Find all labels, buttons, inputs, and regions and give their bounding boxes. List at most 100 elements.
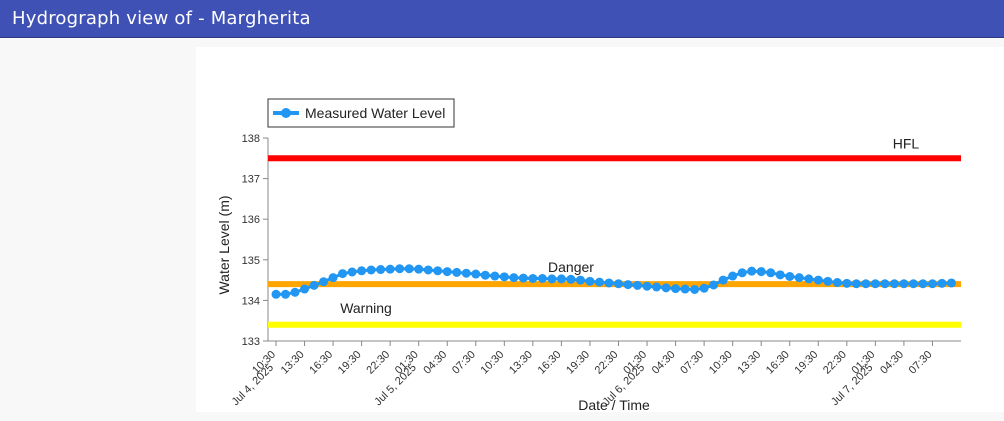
data-point	[652, 282, 662, 292]
threshold-danger-label: Danger	[548, 259, 594, 275]
data-point	[509, 273, 519, 283]
y-tick-label: 134	[242, 295, 260, 307]
data-point	[366, 265, 376, 275]
data-point	[832, 278, 842, 288]
data-point	[461, 268, 471, 278]
y-axis-label: Water Level (m)	[216, 195, 232, 294]
data-point	[747, 266, 757, 276]
data-point	[575, 275, 585, 285]
data-point	[823, 276, 833, 286]
x-axis-label: Date / Time	[578, 397, 650, 412]
data-point	[490, 271, 500, 281]
data-point	[880, 279, 890, 289]
data-point	[566, 274, 576, 284]
data-point	[946, 278, 956, 288]
x-tick-label: 04:30	[650, 349, 678, 377]
page-title: Hydrograph view of - Margherita	[12, 8, 311, 29]
x-tick-label: 07:30	[907, 349, 935, 377]
data-point	[290, 287, 300, 297]
data-point	[908, 279, 918, 289]
data-point	[918, 279, 928, 289]
data-point	[623, 280, 633, 290]
x-tick-label: 13:30	[507, 349, 535, 377]
y-tick-label: 137	[242, 174, 260, 186]
x-tick-label: 16:30	[307, 349, 335, 377]
data-point	[499, 272, 509, 282]
data-point	[899, 279, 909, 289]
data-point	[861, 279, 871, 289]
data-point	[300, 284, 310, 294]
data-point	[842, 278, 852, 288]
x-tick-label: 22:30	[821, 349, 849, 377]
data-point	[423, 265, 433, 275]
data-point	[452, 267, 462, 277]
data-point	[376, 265, 386, 275]
y-tick-label: 136	[242, 214, 260, 226]
bottom-gutter	[196, 412, 1004, 421]
data-point	[642, 281, 652, 291]
data-point	[785, 271, 795, 281]
data-point	[319, 277, 329, 287]
data-point	[718, 275, 728, 285]
data-point	[309, 280, 319, 290]
data-point	[271, 289, 281, 299]
chart-container: Measured Water Level 133 134 135 136 137 138 1…	[196, 47, 1004, 413]
top-gutter	[196, 39, 1004, 47]
x-tick-label: 13:30	[279, 349, 307, 377]
x-tick-label: 07:30	[678, 349, 706, 377]
data-point	[480, 270, 490, 280]
data-point	[927, 279, 937, 289]
data-point	[547, 274, 557, 284]
data-point	[709, 280, 719, 290]
data-point	[537, 273, 547, 283]
x-tick-label: 16:30	[764, 349, 792, 377]
series-measured-water-level	[271, 264, 956, 299]
x-tick-label: 10:30	[479, 349, 507, 377]
data-point	[851, 279, 861, 289]
x-tick-label: 07:30	[450, 349, 478, 377]
data-point	[395, 264, 405, 274]
data-point	[585, 276, 595, 286]
threshold-lines: HFL Danger Warning	[268, 135, 961, 328]
x-tick-label: 16:30	[536, 349, 564, 377]
legend-label: Measured Water Level	[305, 105, 445, 121]
data-point	[471, 269, 481, 279]
data-point	[766, 268, 776, 278]
data-point	[794, 273, 804, 283]
x-tick-label: 04:30	[878, 349, 906, 377]
threshold-hfl-label: HFL	[893, 135, 920, 151]
left-panel	[0, 39, 196, 421]
data-point	[357, 266, 367, 276]
data-point	[414, 264, 424, 274]
data-point	[442, 267, 452, 277]
x-tick-label: 19:30	[336, 349, 364, 377]
data-point	[775, 270, 785, 280]
data-point	[889, 279, 899, 289]
y-tick-label: 133	[242, 336, 260, 348]
data-point	[433, 266, 443, 276]
y-tick-label: 138	[242, 133, 260, 145]
data-point	[614, 279, 623, 289]
data-point	[518, 273, 528, 283]
data-point	[328, 273, 338, 283]
data-point	[604, 278, 614, 288]
legend[interactable]: Measured Water Level	[267, 98, 455, 128]
data-point	[690, 284, 700, 294]
data-point	[937, 278, 947, 288]
data-point	[661, 283, 671, 293]
x-tick-label: 22:30	[364, 349, 392, 377]
data-point	[347, 267, 357, 277]
title-bar: Hydrograph view of - Margherita	[0, 0, 1004, 38]
data-point	[556, 274, 566, 284]
x-tick-label: 13:30	[735, 349, 763, 377]
data-point	[756, 267, 766, 277]
data-point	[404, 264, 414, 274]
data-point	[813, 275, 823, 285]
threshold-warning-label: Warning	[340, 300, 392, 316]
data-point	[281, 289, 291, 299]
data-point	[870, 279, 880, 289]
x-tick-label: 19:30	[564, 349, 592, 377]
data-point	[633, 280, 643, 290]
data-point	[385, 264, 395, 274]
x-tick-label: 10:30	[707, 349, 735, 377]
